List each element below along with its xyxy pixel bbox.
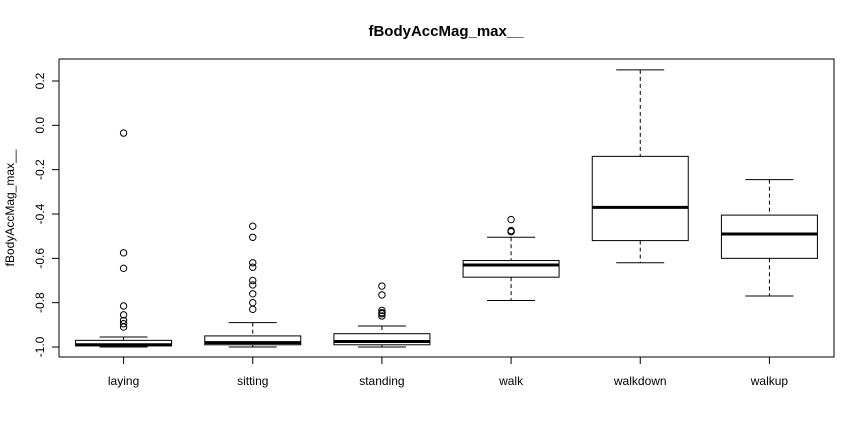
outlier-point bbox=[378, 306, 386, 315]
x-tick-label: walkdown bbox=[613, 374, 667, 388]
outlier-point bbox=[249, 259, 257, 267]
outlier-point bbox=[378, 291, 386, 299]
outlier-point bbox=[249, 276, 257, 285]
outlier-point bbox=[249, 298, 257, 307]
x-tick-label: sitting bbox=[237, 374, 268, 388]
iqr-box bbox=[204, 335, 302, 346]
outlier-point bbox=[119, 129, 128, 137]
outlier-point bbox=[507, 215, 515, 224]
plot-frame bbox=[58, 58, 835, 358]
outlier-point bbox=[119, 323, 128, 331]
outlier-point bbox=[378, 310, 386, 318]
y-tick-label: -0.2 bbox=[33, 159, 47, 180]
outlier-point bbox=[378, 282, 386, 290]
chart-title: fBodyAccMag_max__ bbox=[368, 23, 524, 40]
outlier-point bbox=[249, 263, 257, 271]
x-tick-label: walkup bbox=[750, 374, 789, 388]
x-axis: laying sitting standing walk walkdown walkup bbox=[108, 356, 789, 388]
box-walk bbox=[462, 215, 560, 301]
box-walkup bbox=[720, 179, 818, 297]
outlier-point bbox=[249, 233, 257, 241]
y-axis: -1.0 -0.8 -0.6 -0.4 -0.2 0.0 0.2 bbox=[33, 72, 60, 357]
x-tick-label: walk bbox=[498, 374, 524, 388]
x-tick-label: laying bbox=[108, 374, 139, 388]
iqr-box bbox=[462, 260, 560, 278]
y-tick-label: -0.6 bbox=[33, 248, 47, 269]
outlier-point bbox=[249, 222, 257, 230]
box-series bbox=[75, 69, 818, 348]
outlier-point bbox=[119, 302, 128, 310]
box-standing bbox=[333, 282, 431, 348]
box-sitting bbox=[204, 222, 302, 348]
outlier-point bbox=[378, 312, 386, 320]
outlier-point bbox=[119, 320, 128, 328]
iqr-box bbox=[333, 333, 431, 346]
y-axis-label: fBodyAccMag_max__ bbox=[3, 149, 17, 266]
outlier-point bbox=[119, 264, 128, 273]
outlier-point bbox=[249, 281, 257, 289]
outlier-point bbox=[249, 290, 257, 298]
outlier-point bbox=[119, 249, 128, 257]
y-tick-label: -1.0 bbox=[33, 336, 47, 357]
iqr-box bbox=[720, 214, 818, 259]
x-tick-label: standing bbox=[359, 374, 404, 388]
y-tick-label: -0.8 bbox=[33, 292, 47, 313]
y-tick-label: -0.4 bbox=[33, 203, 47, 224]
outlier-point bbox=[507, 228, 515, 236]
outlier-point bbox=[119, 311, 128, 319]
box-walkdown bbox=[591, 69, 689, 264]
box-laying bbox=[75, 129, 173, 348]
y-tick-label: 0.2 bbox=[33, 72, 47, 89]
outlier-point bbox=[249, 305, 257, 314]
iqr-box bbox=[591, 155, 689, 242]
y-tick-label: 0.0 bbox=[33, 117, 47, 134]
